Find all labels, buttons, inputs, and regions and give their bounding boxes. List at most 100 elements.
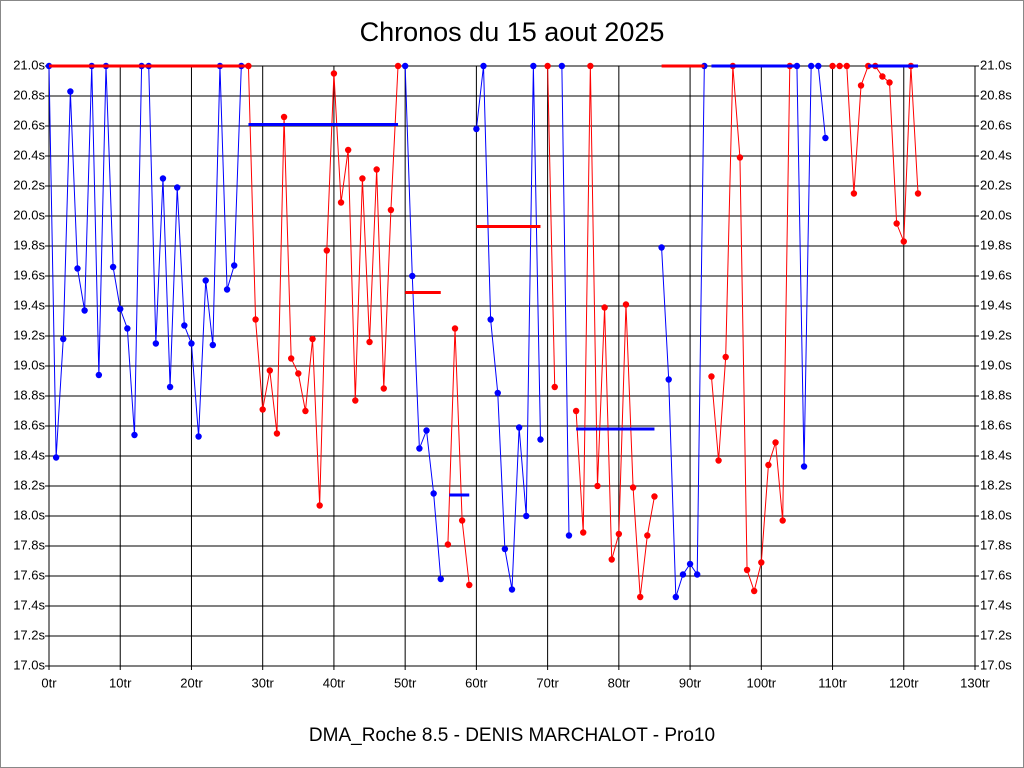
point bbox=[829, 62, 836, 70]
point bbox=[466, 581, 473, 589]
x-tick-label: 100tr bbox=[746, 675, 776, 690]
series-line bbox=[561, 65, 570, 536]
y-tick-label-right: 17.6s bbox=[980, 567, 1012, 582]
y-tick-label: 18.2s bbox=[13, 477, 45, 492]
x-tick-label: 70tr bbox=[536, 675, 559, 690]
point bbox=[166, 383, 174, 391]
y-tick-label: 20.0s bbox=[13, 207, 45, 222]
point bbox=[686, 560, 694, 568]
point bbox=[352, 397, 359, 404]
y-tick-label-right: 17.0s bbox=[980, 657, 1012, 672]
point bbox=[508, 586, 516, 593]
x-tick-label: 90tr bbox=[679, 675, 702, 690]
point bbox=[779, 517, 786, 524]
point bbox=[822, 134, 829, 142]
point bbox=[330, 70, 338, 77]
point bbox=[679, 571, 687, 578]
x-tick-label: 50tr bbox=[394, 675, 417, 690]
point bbox=[807, 62, 815, 70]
x-tick-label: 130tr bbox=[960, 675, 990, 690]
point bbox=[373, 166, 380, 173]
point bbox=[480, 62, 487, 70]
point bbox=[266, 367, 274, 374]
point bbox=[515, 424, 523, 431]
point bbox=[843, 62, 850, 70]
series-line bbox=[404, 65, 442, 580]
point bbox=[181, 322, 188, 329]
point bbox=[202, 277, 209, 284]
chart-title: Chronos du 15 aout 2025 bbox=[360, 17, 665, 47]
point bbox=[622, 301, 630, 308]
point bbox=[394, 62, 402, 70]
point bbox=[629, 484, 637, 491]
point bbox=[52, 454, 60, 461]
point bbox=[309, 335, 316, 343]
point bbox=[188, 340, 195, 347]
point bbox=[694, 571, 701, 578]
y-tick-label-right: 18.2s bbox=[980, 477, 1012, 492]
y-tick-label: 17.2s bbox=[13, 627, 45, 642]
point bbox=[401, 62, 409, 70]
point bbox=[501, 545, 509, 553]
y-tick-label: 17.0s bbox=[13, 657, 45, 672]
y-tick-label: 19.0s bbox=[13, 357, 45, 372]
point bbox=[544, 62, 551, 70]
y-tick-label: 20.6s bbox=[13, 117, 45, 132]
point bbox=[672, 593, 680, 601]
point bbox=[850, 190, 858, 197]
y-tick-label: 19.6s bbox=[13, 267, 45, 282]
point bbox=[558, 62, 566, 70]
y-tick-label-right: 18.8s bbox=[980, 387, 1012, 402]
y-tick-label: 17.8s bbox=[13, 537, 45, 552]
y-tick-label-right: 19.6s bbox=[980, 267, 1012, 282]
point bbox=[280, 113, 288, 121]
point bbox=[722, 353, 729, 361]
point bbox=[580, 529, 587, 536]
y-tick-label-right: 19.4s bbox=[980, 297, 1012, 312]
chart-subtitle: DMA_Roche 8.5 - DENIS MARCHALOT - Pro10 bbox=[309, 725, 715, 746]
point bbox=[879, 73, 886, 80]
point bbox=[715, 457, 722, 464]
point bbox=[458, 517, 466, 524]
point bbox=[551, 383, 558, 391]
y-tick-label-right: 20.0s bbox=[980, 207, 1012, 222]
y-tick-label: 17.6s bbox=[13, 567, 45, 582]
point bbox=[523, 512, 530, 520]
y-tick-label: 18.8s bbox=[13, 387, 45, 402]
y-tick-label-right: 17.2s bbox=[980, 627, 1012, 642]
point bbox=[914, 190, 922, 197]
y-tick-label-right: 17.8s bbox=[980, 537, 1012, 552]
y-tick-label: 19.2s bbox=[13, 327, 45, 342]
point bbox=[893, 220, 900, 227]
y-tick-label-right: 19.2s bbox=[980, 327, 1012, 342]
y-tick-label: 20.2s bbox=[13, 177, 45, 192]
y-tick-label: 19.4s bbox=[13, 297, 45, 312]
point bbox=[209, 341, 217, 349]
point bbox=[323, 247, 330, 254]
point bbox=[60, 335, 67, 343]
point bbox=[273, 430, 281, 437]
point bbox=[750, 587, 758, 595]
point bbox=[231, 262, 238, 269]
y-tick-label-right: 20.4s bbox=[980, 147, 1012, 162]
point bbox=[658, 244, 665, 251]
point bbox=[223, 286, 231, 293]
y-tick-label-right: 20.2s bbox=[980, 177, 1012, 192]
point bbox=[601, 304, 608, 311]
point bbox=[174, 184, 181, 191]
point bbox=[665, 376, 672, 383]
y-tick-label-right: 20.6s bbox=[980, 117, 1012, 132]
point bbox=[644, 532, 651, 539]
y-tick-label-right: 18.6s bbox=[980, 417, 1012, 432]
point bbox=[409, 272, 416, 280]
series-line bbox=[710, 65, 791, 593]
point bbox=[295, 370, 302, 377]
point bbox=[337, 199, 345, 206]
point bbox=[608, 556, 615, 563]
y-tick-label-right: 21.0s bbox=[980, 57, 1012, 72]
point bbox=[572, 407, 580, 415]
series-line bbox=[447, 328, 470, 586]
point bbox=[530, 62, 537, 70]
x-tick-label: 40tr bbox=[323, 675, 346, 690]
point bbox=[637, 593, 644, 601]
